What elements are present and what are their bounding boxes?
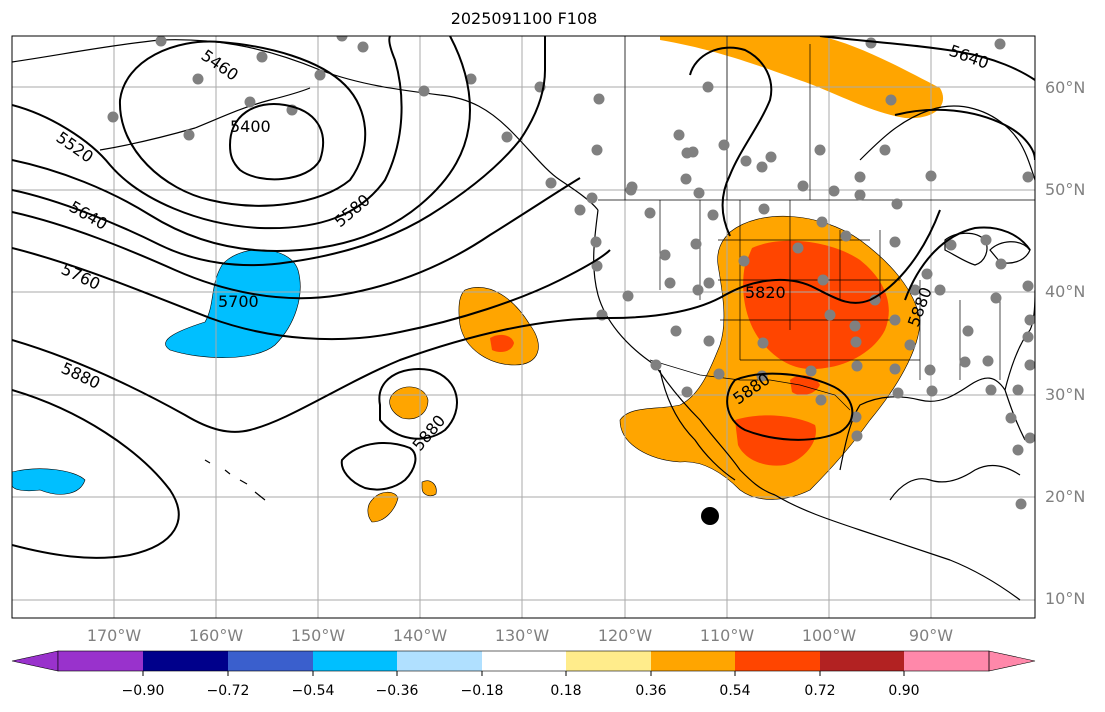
lon-label: 90°W <box>908 626 954 645</box>
height-contours <box>12 36 1035 559</box>
colorbar-tick-label: 0.18 <box>550 683 582 699</box>
colorbar-tick-label: −0.36 <box>375 683 419 699</box>
lon-label: 160°W <box>188 626 244 645</box>
colorbar-tick-label: −0.72 <box>206 683 250 699</box>
colorbar-extend-low <box>11 650 59 672</box>
colorbar-tick-label: 0.90 <box>888 683 920 699</box>
colorbar-tick-label: −0.18 <box>460 683 504 699</box>
lat-label: 60°N <box>1045 78 1086 97</box>
colorbar-extend-high <box>988 650 1036 672</box>
lat-label: 10°N <box>1045 589 1086 608</box>
station-markers <box>107 36 1035 510</box>
lat-label: 20°N <box>1045 487 1086 506</box>
lon-label: 110°W <box>699 626 755 645</box>
contour-label: 5820 <box>745 283 786 302</box>
lon-label: 150°W <box>290 626 346 645</box>
lon-label: 100°W <box>801 626 857 645</box>
colorbar-tick-label: 0.54 <box>719 683 751 699</box>
lon-label: 170°W <box>86 626 142 645</box>
lon-label: 130°W <box>494 626 550 645</box>
colorbar-tick-label: 0.36 <box>635 683 667 699</box>
lat-label: 50°N <box>1045 180 1086 199</box>
colorbar-tick-label: −0.90 <box>121 683 165 699</box>
map-title: 2025091100 F108 <box>450 9 598 28</box>
coastlines <box>12 39 1035 601</box>
map-frame <box>11 35 1036 619</box>
lon-label: 140°W <box>392 626 448 645</box>
colorbar-tick-label: −0.54 <box>291 683 335 699</box>
colorbar <box>11 650 1036 676</box>
lat-label: 30°N <box>1045 385 1086 404</box>
contour-label: 5700 <box>218 292 259 311</box>
storm-marker <box>701 507 719 525</box>
lat-label: 40°N <box>1045 282 1086 301</box>
lon-label: 120°W <box>597 626 653 645</box>
map-area: 5460 5400 5520 5580 5640 5760 5700 5880 … <box>12 36 1035 618</box>
contour-label: 5400 <box>230 117 271 136</box>
colorbar-tick-label: 0.72 <box>804 683 836 699</box>
political-borders <box>598 36 1035 411</box>
